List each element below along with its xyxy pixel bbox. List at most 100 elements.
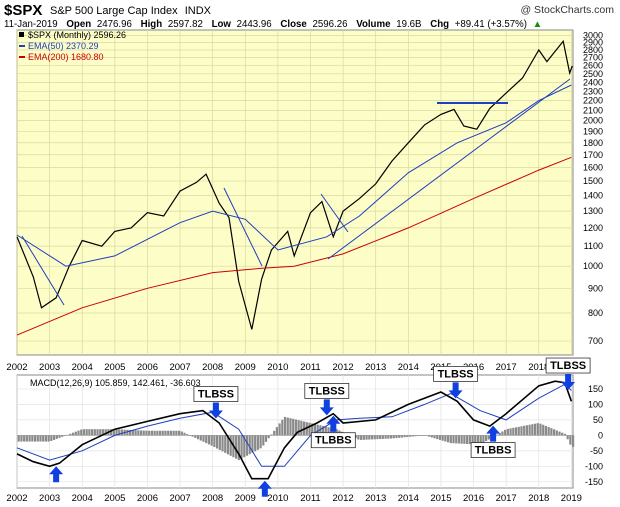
price-y-tick-label: 1900: [583, 126, 603, 136]
legend-swatch-price: [19, 32, 24, 37]
x-tick-label: 2004: [72, 362, 93, 373]
macd-histogram-bar: [196, 435, 200, 440]
macd-histogram-bar: [297, 420, 300, 436]
x-tick-label: 2013: [365, 493, 386, 504]
macd-histogram-bar: [398, 435, 401, 438]
macd-histogram-bar: [441, 435, 444, 441]
macd-histogram-bar: [292, 418, 295, 436]
macd-legend: MACD(12,26,9) 105.859, 142.461, -36.603: [30, 378, 201, 388]
price-y-tick-label: 1200: [583, 223, 603, 233]
macd-y-tick-label: -50: [590, 446, 603, 456]
arrow-up-icon: [326, 415, 341, 432]
macd-histogram-bar: [137, 430, 140, 436]
macd-histogram-bar: [243, 435, 246, 458]
macd-histogram-bar: [50, 435, 53, 441]
macd-histogram-bar: [471, 435, 474, 445]
macd-y-tick-label: 50: [593, 415, 603, 425]
macd-histogram-bar: [495, 434, 499, 436]
macd-histogram-bar: [126, 429, 129, 436]
macd-histogram-bar: [403, 435, 406, 438]
macd-histogram-bar: [419, 435, 423, 436]
macd-histogram-bar: [221, 435, 224, 452]
macd-histogram-bar: [148, 430, 151, 436]
macd-histogram-bar: [275, 427, 278, 436]
price-y-tick-label: 2600: [583, 61, 603, 71]
macd-histogram-bar: [207, 435, 211, 445]
macd-histogram-bar: [115, 429, 118, 436]
macd-histogram-bar: [438, 435, 442, 440]
annotation-box: [470, 442, 516, 459]
macd-histogram-bar: [58, 435, 61, 438]
quote-line: 11-Jan-2019 Open 2476.96 High 2597.82 Lo…: [4, 19, 542, 30]
x-tick-label: 2006: [137, 493, 158, 504]
macd-histogram-bar: [542, 424, 545, 436]
macd-histogram-bar: [566, 435, 569, 440]
macd-x-axis: 2002 2003 2004 2005 2006 2007 2008 2009 2010 2011…: [6, 493, 582, 504]
macd-histogram-bar: [52, 435, 56, 440]
ema50-line: [16, 84, 572, 267]
price-y-tick-label: 1400: [583, 191, 603, 201]
macd-histogram-bar: [28, 435, 31, 442]
macd-histogram-bar: [379, 435, 382, 440]
watermark: @ StockCharts.com: [520, 4, 614, 16]
macd-histogram-bar: [281, 419, 284, 436]
price-y-tick-label: 1800: [583, 138, 603, 148]
macd-histogram-bar: [248, 435, 251, 455]
price-grid: [16, 30, 573, 355]
x-tick-label: 2018: [528, 493, 549, 504]
macd-histogram-bar: [262, 435, 265, 446]
macd-histogram-bar: [479, 435, 482, 445]
macd-histogram-bar: [36, 435, 39, 442]
macd-histogram-bar: [512, 427, 515, 436]
macd-histogram-bar: [544, 425, 548, 436]
macd-histogram-bar: [99, 429, 102, 436]
macd-histogram-bar: [66, 434, 69, 436]
x-tick-label: 2014: [398, 362, 419, 373]
price-y-tick-label: 1100: [584, 241, 603, 251]
price-y-tick-label: 2300: [583, 86, 603, 96]
macd-histogram-bar: [139, 430, 143, 436]
macd-histogram-bar: [224, 435, 227, 453]
macd-histogram-bar: [161, 430, 164, 436]
price-y-tick-label: 2100: [583, 105, 603, 115]
macd-histogram-bar: [504, 429, 507, 436]
trendlines: [21, 78, 571, 306]
macd-histogram-bar: [444, 435, 447, 442]
annotation-tlbss: TLBSS: [433, 365, 479, 399]
annotation-tlbbs: TLBBS: [470, 425, 516, 459]
macd-histogram-bar: [96, 429, 99, 436]
chg-value: +89.41 (+3.57%): [455, 19, 527, 30]
annotation-box: [433, 365, 479, 382]
macd-histogram-bar: [55, 435, 58, 439]
macd-histogram-bar: [240, 435, 243, 459]
macd-histogram-bar: [101, 429, 105, 436]
macd-histogram-bar: [175, 430, 178, 436]
macd-histogram-bar: [110, 429, 113, 436]
macd-histogram-bar: [563, 433, 567, 436]
macd-series-layer: [16, 380, 575, 480]
macd-histogram-bar: [188, 435, 192, 436]
macd-histogram-bar: [460, 435, 463, 444]
macd-histogram-bar: [452, 435, 455, 444]
macd-histogram-bar: [216, 435, 219, 449]
arrow-down-icon: [561, 374, 576, 391]
macd-histogram-bar: [525, 425, 529, 436]
macd-histogram-bar: [120, 429, 124, 436]
macd-histogram-bar: [289, 418, 292, 436]
macd-histogram-bar: [254, 435, 257, 452]
annotation-label: TLBSS: [438, 368, 474, 380]
macd-histogram-bar: [150, 430, 153, 436]
macd-histogram-bar: [449, 435, 452, 444]
macd-histogram-bar: [20, 435, 23, 442]
macd-histogram-bar: [205, 435, 208, 444]
macd-histogram-bar: [381, 435, 384, 439]
price-y-tick-label: 2500: [583, 69, 603, 79]
macd-histogram-bar: [455, 435, 458, 444]
macd-histogram-bar: [300, 420, 303, 436]
macd-histogram-bar: [316, 424, 319, 436]
macd-panel: -150 -100 -50 0 50 100 150 MACD(12,26,9) 105.8…: [16, 357, 603, 497]
price-y-tick-label: 700: [588, 336, 603, 346]
price-y-tick-label: 1600: [583, 162, 603, 172]
arrow-down-icon: [208, 402, 223, 419]
